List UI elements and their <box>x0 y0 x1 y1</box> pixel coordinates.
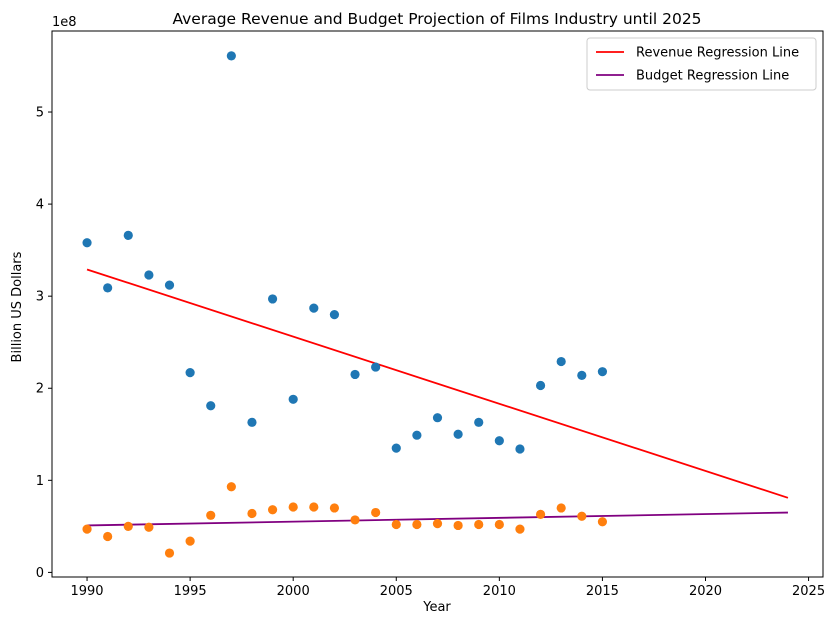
x-tick-label: 2000 <box>277 584 310 599</box>
y-axis-label: Billion US Dollars <box>10 251 25 362</box>
x-tick-label: 2005 <box>380 584 413 599</box>
scatter-point-series-1 <box>206 401 216 411</box>
chart-title: Average Revenue and Budget Projection of… <box>172 10 701 28</box>
y-offset-label: 1e8 <box>52 15 77 30</box>
scatter-point-series-1 <box>144 270 154 280</box>
axes: 1990 1995 2000 2005 2010 2015 2020 2025 0 1 2 3 4 5 <box>36 30 825 599</box>
scatter-point-series-1 <box>391 443 401 453</box>
x-tick-label: 2020 <box>689 584 722 599</box>
scatter-point-series-1 <box>82 238 92 248</box>
scatter-point-series-1 <box>412 430 422 440</box>
x-tick-label: 2015 <box>586 584 619 599</box>
scatter-point-series-2 <box>103 531 113 542</box>
scatter-point-series-1 <box>474 417 484 427</box>
y-tick-label: 5 <box>36 106 44 121</box>
scatter-point-series-1 <box>556 356 566 367</box>
scatter-point-series-1 <box>329 309 340 320</box>
scatter-point-series-2 <box>597 517 608 527</box>
scatter-point-series-2 <box>164 548 175 558</box>
scatter-point-series-1 <box>453 429 463 439</box>
scatter-point-series-2 <box>288 502 298 512</box>
scatter-point-series-2 <box>350 515 360 525</box>
scatter-point-series-1 <box>247 417 257 427</box>
scatter-point-series-2 <box>412 519 422 530</box>
scatter-point-series-2 <box>474 519 484 530</box>
scatter-point-series-2 <box>371 507 381 518</box>
scatter-point-series-2 <box>494 519 504 530</box>
scatter-point-series-2 <box>432 518 443 529</box>
x-tick-label: 2025 <box>792 584 825 599</box>
scatter-point-series-1 <box>103 283 113 293</box>
scatter-point-series-2 <box>577 511 587 521</box>
scatter-point-series-2 <box>226 482 236 492</box>
scatter-point-series-1 <box>577 370 587 380</box>
scatter-point-series-2 <box>185 536 195 546</box>
scatter-point-series-2 <box>556 503 566 513</box>
scatter-point-series-1 <box>535 380 546 391</box>
scatter-point-series-1 <box>123 230 133 241</box>
legend-box <box>586 37 817 91</box>
y-tick-label: 0 <box>36 566 44 581</box>
scatter-point-series-2 <box>535 509 546 519</box>
scatter-point-series-1 <box>515 444 525 454</box>
scatter-point-series-1 <box>164 280 175 290</box>
scatter-point-series-2 <box>123 521 133 531</box>
scatter-point-series-2 <box>82 524 92 534</box>
y-tick-label: 4 <box>36 198 44 213</box>
scatter-point-series-1 <box>309 303 319 313</box>
plot-frame <box>51 30 824 578</box>
scatter-point-series-1 <box>371 362 381 372</box>
scatter-point-series-1 <box>350 369 360 380</box>
scatter-point-series-1 <box>226 51 236 61</box>
scatter-point-series-2 <box>329 503 340 513</box>
scatter-point-series-2 <box>267 505 278 515</box>
y-tick-label: 1 <box>36 474 44 489</box>
legend-label-1: Revenue Regression Line <box>636 46 799 61</box>
scatter-point-series-2 <box>247 508 257 519</box>
scatter-point-series-2 <box>309 502 319 512</box>
x-tick-label: 1995 <box>174 584 207 599</box>
plot-area <box>82 51 789 558</box>
scatter-point-series-1 <box>597 367 608 377</box>
x-axis-label: Year <box>422 600 451 615</box>
scatter-point-series-1 <box>267 294 278 304</box>
x-tick-label: 1990 <box>70 584 103 599</box>
scatter-point-series-1 <box>494 436 504 446</box>
scatter-point-series-2 <box>453 520 463 531</box>
legend-label-2: Budget Regression Line <box>636 69 789 84</box>
scatter-point-series-2 <box>515 524 525 534</box>
regression-line-2 <box>87 511 788 527</box>
scatter-point-series-1 <box>432 413 443 423</box>
y-tick-label: 2 <box>36 382 44 397</box>
x-tick-label: 2010 <box>483 584 516 599</box>
legend: Revenue Regression Line Budget Regression… <box>586 37 817 91</box>
scatter-point-series-2 <box>391 519 401 530</box>
regression-line-1 <box>86 268 789 499</box>
scatter-point-series-1 <box>185 367 195 378</box>
y-tick-label: 3 <box>36 290 44 305</box>
scatter-point-series-2 <box>144 522 154 532</box>
scatter-point-series-1 <box>288 394 298 404</box>
scatter-point-series-2 <box>206 510 216 520</box>
